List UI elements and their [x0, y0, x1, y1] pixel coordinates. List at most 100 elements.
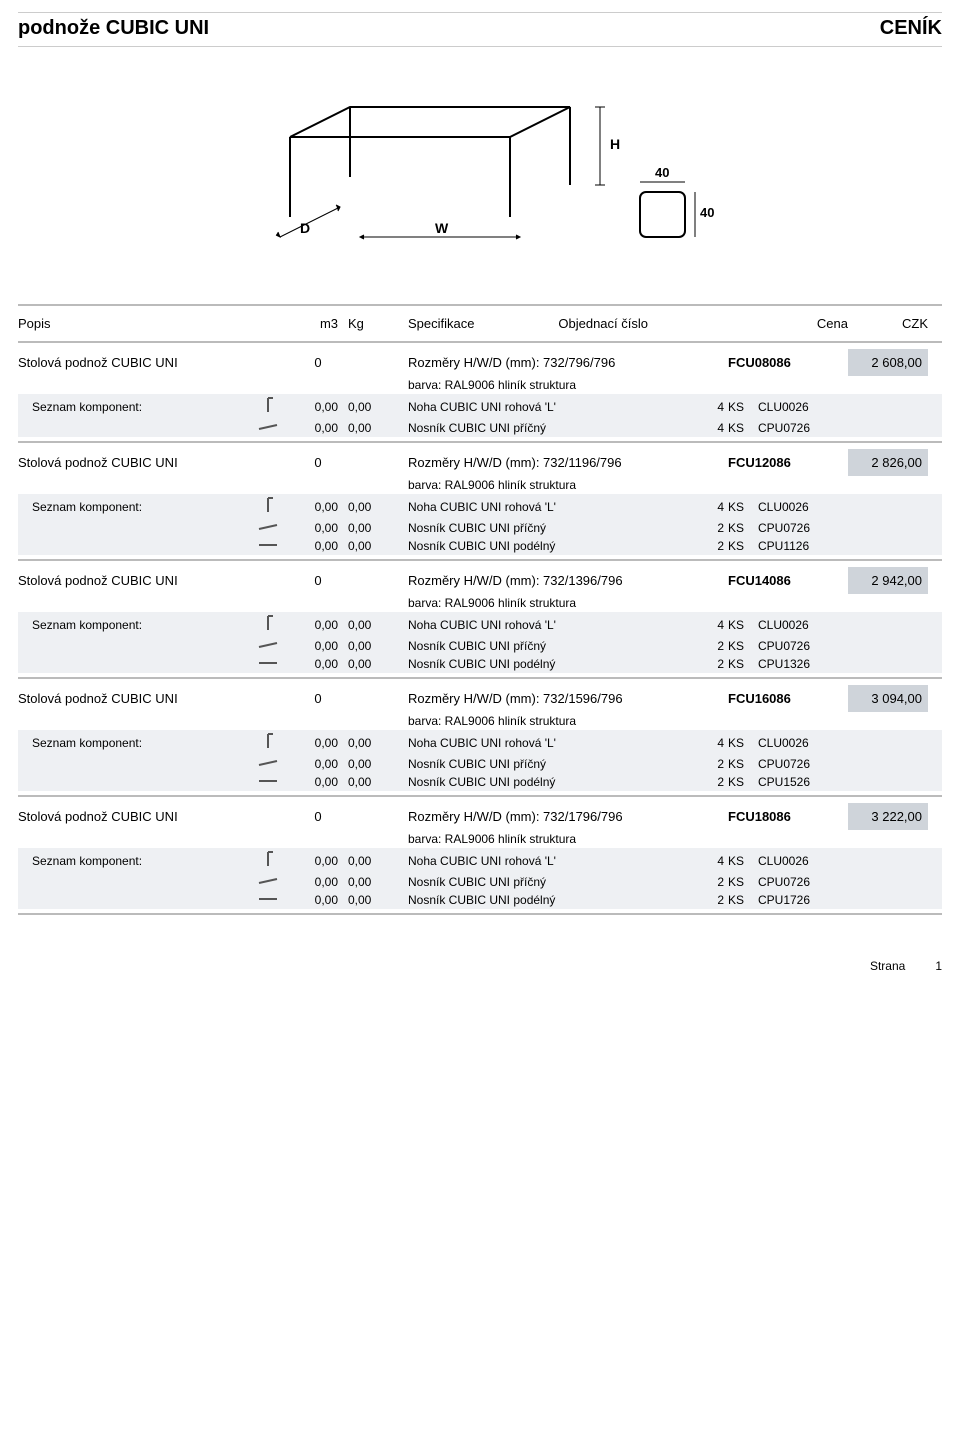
- component-row: Seznam komponent:0,000,00Noha CUBIC UNI …: [18, 612, 942, 637]
- product-name: Stolová podnož CUBIC UNI: [18, 809, 288, 824]
- component-row: Seznam komponent:0,000,00Noha CUBIC UNI …: [18, 848, 942, 873]
- product-row: Stolová podnož CUBIC UNI0Rozměry H/W/D (…: [18, 565, 942, 592]
- component-m3: 0,00: [288, 618, 348, 632]
- product-price: 2 608,00: [848, 349, 928, 376]
- component-desc: Noha CUBIC UNI rohová 'L': [408, 400, 678, 414]
- component-code: CPU1326: [758, 657, 848, 671]
- component-qty: 4: [678, 500, 728, 514]
- component-row: 0,000,00Nosník CUBIC UNI podélný2KSCPU17…: [18, 891, 942, 909]
- component-qty: 2: [678, 657, 728, 671]
- component-icon: [248, 521, 288, 535]
- component-icon: [248, 732, 288, 753]
- col-m3: m3: [288, 316, 348, 331]
- component-m3: 0,00: [288, 639, 348, 653]
- component-unit: KS: [728, 854, 758, 868]
- product-name: Stolová podnož CUBIC UNI: [18, 455, 288, 470]
- component-unit: KS: [728, 521, 758, 535]
- component-kg: 0,00: [348, 775, 408, 789]
- component-m3: 0,00: [288, 500, 348, 514]
- component-code: CPU0726: [758, 521, 848, 535]
- component-list-label: Seznam komponent:: [18, 854, 248, 868]
- product-color: barva: RAL9006 hliník struktura: [408, 714, 678, 728]
- component-unit: KS: [728, 736, 758, 750]
- product-color-row: barva: RAL9006 hliník struktura: [18, 374, 942, 394]
- footer-page: 1: [935, 959, 942, 973]
- component-kg: 0,00: [348, 736, 408, 750]
- component-unit: KS: [728, 775, 758, 789]
- component-row: 0,000,00Nosník CUBIC UNI příčný2KSCPU072…: [18, 873, 942, 891]
- component-m3: 0,00: [288, 775, 348, 789]
- component-kg: 0,00: [348, 618, 408, 632]
- component-qty: 4: [678, 854, 728, 868]
- component-row: 0,000,00Nosník CUBIC UNI podélný2KSCPU13…: [18, 655, 942, 673]
- component-qty: 2: [678, 639, 728, 653]
- component-icon: [248, 875, 288, 889]
- product-spec: Rozměry H/W/D (mm): 732/796/796: [408, 355, 678, 370]
- component-unit: KS: [728, 539, 758, 553]
- component-qty: 2: [678, 521, 728, 535]
- component-code: CPU0726: [758, 875, 848, 889]
- component-kg: 0,00: [348, 854, 408, 868]
- svg-text:H: H: [610, 136, 620, 152]
- product-row: Stolová podnož CUBIC UNI0Rozměry H/W/D (…: [18, 447, 942, 474]
- product-m3: 0: [288, 691, 348, 706]
- component-row: Seznam komponent:0,000,00Noha CUBIC UNI …: [18, 730, 942, 755]
- component-desc: Nosník CUBIC UNI podélný: [408, 539, 678, 553]
- component-kg: 0,00: [348, 539, 408, 553]
- column-header-row: Popis m3 Kg Specifikace Objednací číslo …: [18, 310, 942, 337]
- component-icon: [248, 775, 288, 789]
- component-icon: [248, 496, 288, 517]
- component-unit: KS: [728, 657, 758, 671]
- component-unit: KS: [728, 875, 758, 889]
- component-icon: [248, 893, 288, 907]
- col-czk: CZK: [848, 316, 928, 331]
- component-icon: [248, 757, 288, 771]
- product-name: Stolová podnož CUBIC UNI: [18, 573, 288, 588]
- component-unit: KS: [728, 893, 758, 907]
- component-icon: [248, 614, 288, 635]
- product-price: 3 094,00: [848, 685, 928, 712]
- component-unit: KS: [728, 639, 758, 653]
- component-desc: Nosník CUBIC UNI podélný: [408, 775, 678, 789]
- component-row: Seznam komponent:0,000,00Noha CUBIC UNI …: [18, 394, 942, 419]
- col-kg: Kg: [348, 316, 408, 331]
- component-kg: 0,00: [348, 500, 408, 514]
- svg-text:40: 40: [655, 165, 669, 180]
- product-color-row: barva: RAL9006 hliník struktura: [18, 710, 942, 730]
- product-order: FCU16086: [728, 691, 848, 706]
- product-color-row: barva: RAL9006 hliník struktura: [18, 474, 942, 494]
- component-code: CLU0026: [758, 854, 848, 868]
- component-desc: Noha CUBIC UNI rohová 'L': [408, 500, 678, 514]
- product-row: Stolová podnož CUBIC UNI0Rozměry H/W/D (…: [18, 801, 942, 828]
- product-color-row: barva: RAL9006 hliník struktura: [18, 828, 942, 848]
- component-desc: Nosník CUBIC UNI příčný: [408, 757, 678, 771]
- product-diagram: D W H 40 40: [18, 47, 942, 300]
- product-name: Stolová podnož CUBIC UNI: [18, 355, 288, 370]
- component-row: 0,000,00Nosník CUBIC UNI podélný2KSCPU15…: [18, 773, 942, 791]
- product-color: barva: RAL9006 hliník struktura: [408, 478, 678, 492]
- component-code: CPU1126: [758, 539, 848, 553]
- svg-text:D: D: [300, 220, 310, 236]
- component-m3: 0,00: [288, 893, 348, 907]
- product-price: 2 826,00: [848, 449, 928, 476]
- component-desc: Nosník CUBIC UNI příčný: [408, 421, 678, 435]
- col-spec: Specifikace Objednací číslo: [408, 316, 678, 331]
- component-kg: 0,00: [348, 875, 408, 889]
- component-icon: [248, 396, 288, 417]
- component-desc: Nosník CUBIC UNI podélný: [408, 893, 678, 907]
- component-row: 0,000,00Nosník CUBIC UNI podélný2KSCPU11…: [18, 537, 942, 555]
- page-title: podnože CUBIC UNI: [18, 17, 209, 40]
- product-spec: Rozměry H/W/D (mm): 732/1396/796: [408, 573, 678, 588]
- component-unit: KS: [728, 400, 758, 414]
- component-m3: 0,00: [288, 421, 348, 435]
- component-m3: 0,00: [288, 875, 348, 889]
- component-desc: Nosník CUBIC UNI příčný: [408, 875, 678, 889]
- component-kg: 0,00: [348, 757, 408, 771]
- component-icon: [248, 421, 288, 435]
- component-qty: 2: [678, 775, 728, 789]
- component-kg: 0,00: [348, 657, 408, 671]
- svg-text:40: 40: [700, 205, 714, 220]
- component-qty: 2: [678, 539, 728, 553]
- product-order: FCU18086: [728, 809, 848, 824]
- component-icon: [248, 850, 288, 871]
